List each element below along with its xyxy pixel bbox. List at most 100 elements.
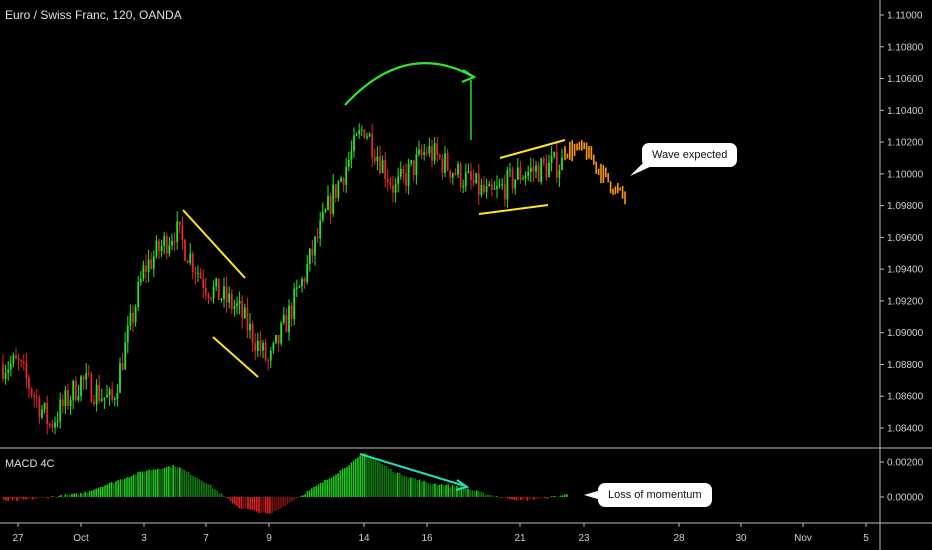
macd-bar bbox=[555, 496, 557, 497]
candle-body bbox=[407, 163, 410, 186]
candle-body bbox=[2, 364, 4, 379]
macd-bar bbox=[357, 457, 359, 497]
macd-bar bbox=[506, 497, 509, 499]
candle-body bbox=[402, 169, 405, 174]
macd-bar bbox=[157, 468, 159, 497]
macd-bar bbox=[33, 497, 36, 499]
macd-bar bbox=[229, 497, 232, 501]
macd-bar bbox=[297, 497, 300, 498]
price-tick-label: 1.09800 bbox=[887, 201, 924, 212]
macd-bar bbox=[482, 492, 485, 497]
candle-body bbox=[85, 373, 88, 380]
candle-body bbox=[503, 184, 506, 200]
macd-bar bbox=[427, 483, 430, 497]
price-tick-label: 1.10800 bbox=[887, 42, 924, 53]
macd-bar bbox=[390, 468, 392, 497]
candle-body bbox=[93, 401, 95, 404]
candle-body bbox=[470, 171, 472, 180]
trendline-upper-falling bbox=[182, 209, 246, 279]
macd-bar bbox=[49, 497, 51, 498]
macd-bar bbox=[62, 496, 64, 498]
macd-bar bbox=[333, 476, 335, 497]
macd-bar bbox=[20, 497, 23, 500]
candle-body bbox=[371, 133, 374, 158]
macd-bar bbox=[275, 497, 278, 511]
price-tick-label: 1.09400 bbox=[887, 265, 924, 276]
candle-body bbox=[181, 224, 184, 240]
candle-body bbox=[215, 278, 218, 287]
macd-bar bbox=[557, 496, 559, 498]
macd-bar bbox=[335, 474, 337, 497]
macd-histogram bbox=[3, 453, 568, 514]
macd-bar bbox=[256, 497, 258, 512]
macd-bar bbox=[9, 497, 12, 500]
candle-body bbox=[428, 146, 431, 154]
macd-bar bbox=[394, 473, 397, 497]
candle-body bbox=[449, 170, 452, 178]
candle-body bbox=[150, 259, 153, 269]
divergence-arrow-head bbox=[455, 479, 470, 491]
macd-bar bbox=[192, 475, 194, 497]
candle-body bbox=[9, 363, 12, 370]
macd-bar bbox=[550, 496, 553, 498]
macd-bar bbox=[80, 493, 82, 497]
candle-body bbox=[314, 236, 316, 256]
time-tick-label: 30 bbox=[735, 533, 747, 544]
macd-bar bbox=[405, 476, 408, 497]
candle-body bbox=[113, 398, 116, 400]
drawings bbox=[182, 62, 652, 500]
candle-body bbox=[321, 211, 324, 221]
candle-body bbox=[475, 173, 478, 184]
time-tick-label: 16 bbox=[421, 533, 433, 544]
candle-body bbox=[132, 312, 134, 323]
candle-body bbox=[514, 179, 517, 189]
macd-bar bbox=[346, 466, 348, 497]
candle-body bbox=[155, 240, 158, 257]
macd-bar bbox=[102, 486, 104, 497]
macd-bar bbox=[515, 497, 518, 501]
macd-bar bbox=[36, 497, 38, 499]
candle-body bbox=[368, 133, 371, 137]
candle-body bbox=[412, 160, 415, 176]
macd-bar bbox=[344, 468, 346, 497]
time-tick-label: Oct bbox=[73, 533, 89, 544]
macd-bar bbox=[449, 486, 452, 497]
candle-body bbox=[425, 152, 428, 154]
price-series bbox=[2, 123, 626, 435]
candle-body bbox=[165, 235, 168, 254]
candle-body bbox=[282, 314, 285, 323]
macd-bar bbox=[500, 497, 502, 498]
macd-bar bbox=[531, 497, 533, 499]
candle-body bbox=[230, 293, 233, 309]
candle-body bbox=[142, 265, 145, 280]
candle-body bbox=[373, 157, 376, 162]
candle-body bbox=[545, 162, 548, 178]
time-tick-label: 27 bbox=[12, 533, 24, 544]
macd-bar bbox=[214, 489, 216, 497]
macd-bar bbox=[27, 497, 29, 500]
candle-body bbox=[537, 165, 540, 182]
candle-body bbox=[496, 186, 498, 189]
macd-bar bbox=[137, 472, 139, 497]
macd-bar bbox=[304, 494, 306, 497]
candle-body bbox=[553, 152, 556, 157]
macd-bar bbox=[370, 457, 372, 497]
macd-bar bbox=[454, 486, 456, 497]
candle-body bbox=[418, 149, 420, 155]
macd-bar bbox=[350, 462, 353, 497]
macd-bar bbox=[234, 497, 236, 505]
macd-bar bbox=[315, 485, 317, 497]
macd-bar bbox=[513, 497, 515, 500]
candle-body bbox=[82, 376, 85, 380]
macd-bar bbox=[172, 465, 174, 497]
candle-body bbox=[516, 167, 519, 180]
candle-body bbox=[457, 164, 459, 175]
candle-body bbox=[249, 323, 251, 331]
candle-body bbox=[197, 272, 199, 274]
macd-bar bbox=[381, 463, 383, 497]
macd-bar bbox=[159, 468, 161, 497]
macd-bar bbox=[302, 495, 304, 497]
candle-body bbox=[80, 376, 82, 397]
macd-bar bbox=[119, 479, 122, 497]
